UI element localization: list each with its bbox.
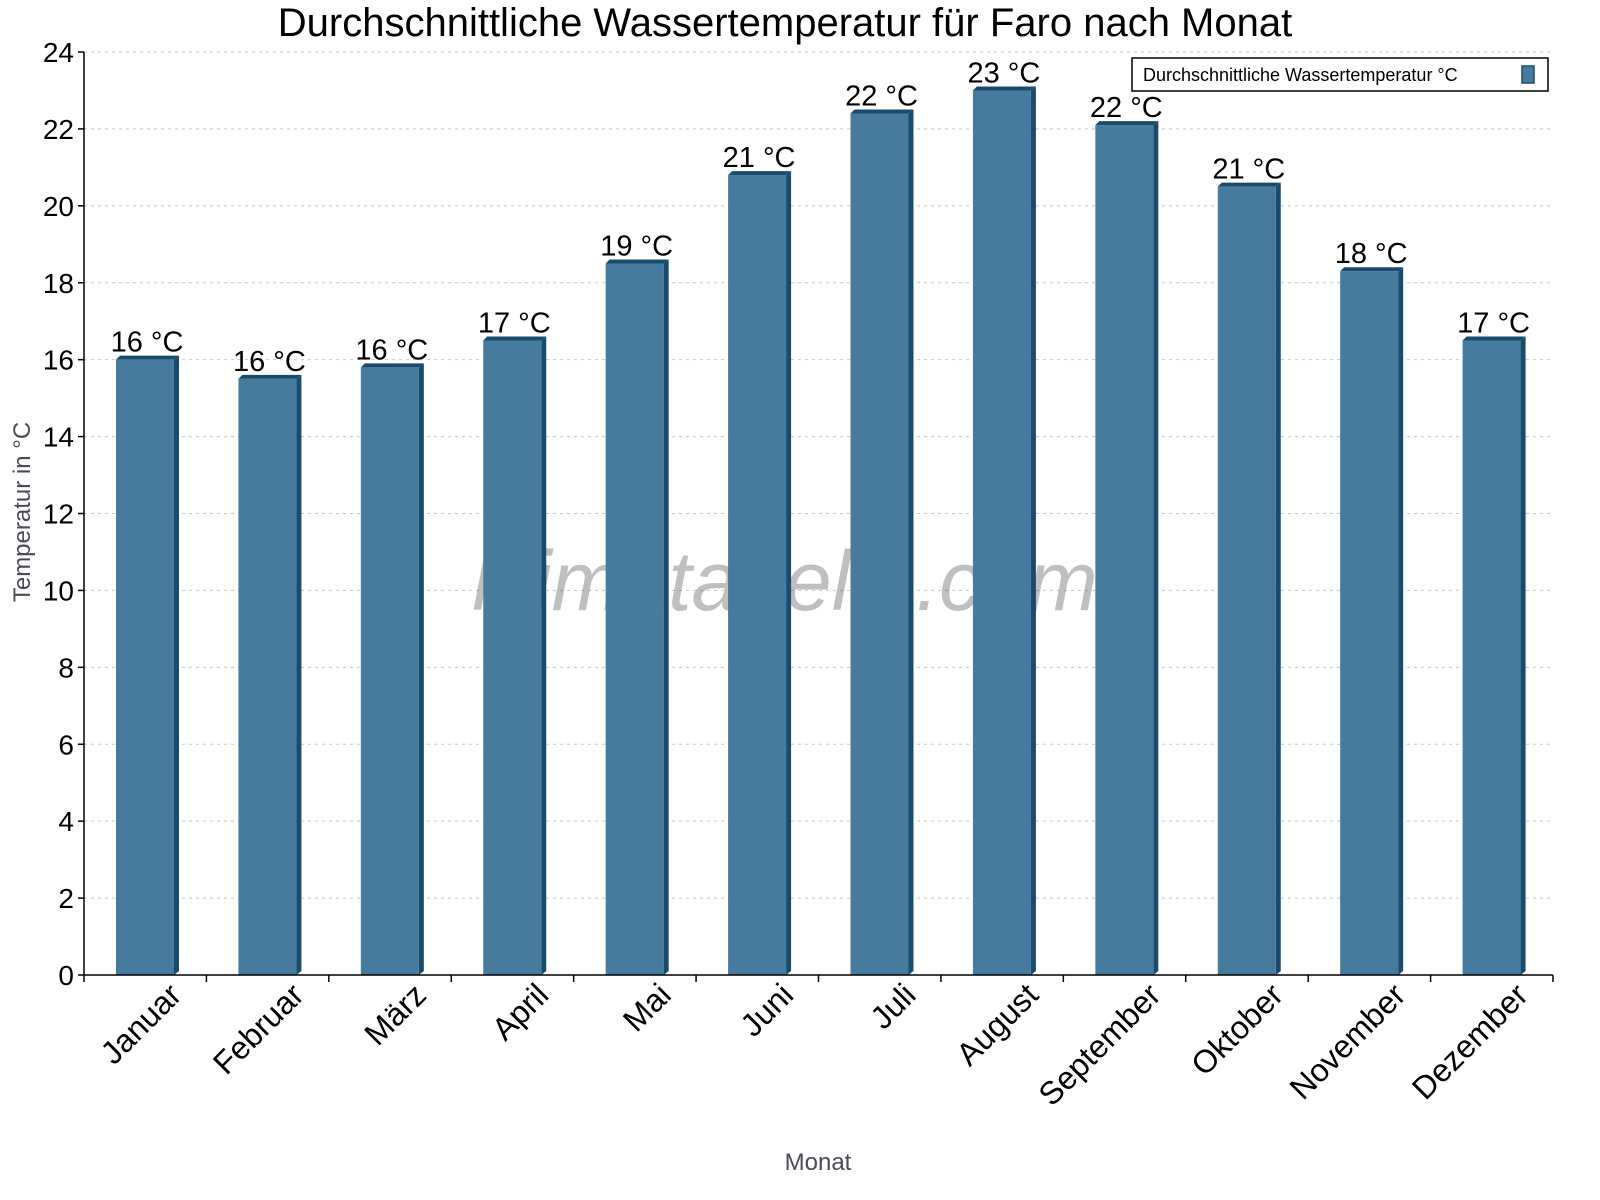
bar-side [174, 355, 179, 976]
bar-side [1030, 86, 1036, 976]
x-tick-label: April [485, 976, 556, 1047]
bar-side [1520, 336, 1526, 975]
y-tick-label: 18 [43, 268, 74, 299]
bar [605, 263, 664, 975]
legend-box [1131, 57, 1549, 92]
bar-top [605, 259, 669, 264]
x-tick-label: September [1031, 976, 1167, 1112]
x-tick-label: Februar [206, 976, 311, 1081]
bar [116, 359, 174, 976]
bar [972, 90, 1031, 976]
x-tick-label: Oktober [1184, 976, 1290, 1082]
bar-side [418, 363, 424, 975]
y-tick-label: 10 [43, 575, 74, 606]
y-tick-label: 24 [43, 37, 74, 68]
bar-side [1398, 267, 1404, 975]
y-tick-label: 22 [43, 114, 74, 145]
bar [1095, 125, 1154, 976]
y-tick-label: 6 [58, 729, 74, 760]
bar-top [728, 171, 792, 176]
y-tick-label: 14 [43, 422, 74, 453]
data-label: 18 °C [1335, 238, 1408, 270]
legend: Durchschnittliche Wassertemperatur °C [1131, 57, 1549, 92]
data-label: 19 °C [600, 231, 673, 263]
data-label: 23 °C [967, 57, 1040, 89]
y-tick-label: 12 [43, 499, 74, 530]
bar [1217, 186, 1276, 975]
bar-side [541, 336, 547, 975]
chart-title: Durchschnittliche Wassertemperatur für F… [278, 1, 1292, 45]
x-tick-label: Januar [94, 976, 189, 1071]
data-label: 21 °C [723, 142, 796, 174]
data-label: 21 °C [1212, 154, 1285, 186]
y-tick-label: 0 [58, 960, 74, 991]
data-label: 16 °C [111, 327, 184, 359]
bar [850, 113, 909, 976]
bar-top [1340, 267, 1404, 272]
y-tick-label: 2 [58, 883, 74, 914]
x-tick-label: November [1282, 976, 1412, 1106]
x-tick-label: Juli [863, 976, 922, 1035]
bar-top [850, 109, 914, 114]
data-label: 17 °C [1457, 307, 1530, 339]
bar-top [116, 355, 179, 360]
data-label: 16 °C [355, 334, 428, 366]
legend-label: Durchschnittliche Wassertemperatur °C [1143, 65, 1458, 85]
bar [728, 175, 787, 976]
bar [483, 340, 542, 975]
y-tick-label: 8 [58, 652, 74, 683]
data-label: 17 °C [478, 307, 551, 339]
bar-side [663, 259, 669, 975]
data-label: 22 °C [845, 81, 918, 113]
x-tick-label: August [949, 976, 1045, 1072]
x-tick-label: März [357, 976, 433, 1052]
data-label: 16 °C [233, 346, 306, 378]
bar-top [238, 374, 302, 379]
y-tick-label: 4 [58, 806, 74, 837]
bar-side [296, 374, 302, 975]
x-tick-label: Dezember [1405, 976, 1535, 1106]
bar [238, 378, 297, 975]
x-tick-label: Mai [616, 976, 678, 1038]
y-axis-label: Temperatur in °C [9, 422, 36, 602]
bar-top [1095, 121, 1159, 126]
bar-top [972, 86, 1036, 91]
bar-side [1275, 182, 1281, 975]
legend-swatch [1521, 65, 1535, 84]
x-tick-label: Juni [733, 976, 800, 1043]
bar-side [1153, 121, 1159, 976]
y-tick-label: 16 [43, 345, 74, 376]
y-tick-label: 20 [43, 191, 74, 222]
bar-side [908, 109, 914, 976]
bar-top [360, 363, 424, 368]
bar-top [483, 336, 547, 341]
bar-top [1217, 182, 1281, 187]
x-axis-label: Monat [785, 1149, 852, 1176]
data-label: 22 °C [1090, 92, 1163, 124]
bar [1340, 271, 1399, 975]
bar [360, 367, 419, 975]
bar-top [1462, 336, 1526, 341]
bar [1462, 340, 1521, 975]
bar-side [786, 171, 792, 976]
